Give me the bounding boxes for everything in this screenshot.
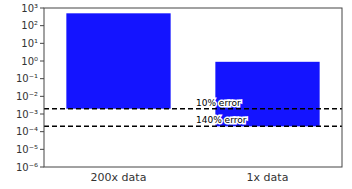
y-tick	[40, 149, 44, 150]
y-tick-label: 10³	[21, 3, 38, 14]
reference-line-label: 10% error	[196, 98, 241, 108]
y-tick-label: 10¹	[21, 38, 38, 49]
plot-area	[44, 13, 342, 126]
y-tick	[40, 43, 44, 44]
y-tick-label: 10⁻²	[16, 91, 38, 102]
reference-line	[44, 126, 342, 128]
chart: 10⁻⁶ 10⁻⁵ 10⁻⁴ 10⁻³ 10⁻² 10⁻¹ 10⁰ 10¹ 10² 10³ 200x…	[0, 0, 352, 189]
range-bar	[66, 13, 170, 108]
x-tick-label: 200x data	[91, 171, 147, 184]
reference-line	[44, 108, 342, 110]
y-tick	[40, 96, 44, 97]
y-tick-label: 10⁻⁵	[16, 144, 38, 155]
y-tick	[40, 78, 44, 79]
y-tick	[40, 61, 44, 62]
y-tick-label: 10⁻³	[16, 109, 38, 120]
y-tick	[40, 114, 44, 115]
y-tick	[40, 131, 44, 132]
x-tick-label: 1x data	[247, 171, 289, 184]
y-tick-label: 10⁰	[21, 56, 38, 67]
y-tick	[40, 25, 44, 26]
plot-frame	[44, 8, 342, 167]
y-tick-label: 10²	[21, 20, 38, 31]
y-tick-label: 10⁻¹	[16, 73, 38, 84]
y-tick-label: 10⁻⁴	[16, 126, 38, 137]
y-tick	[40, 8, 44, 9]
reference-line-label: 140% error	[196, 115, 247, 125]
y-tick-label: 10⁻⁶	[16, 162, 38, 173]
y-tick	[40, 167, 44, 168]
